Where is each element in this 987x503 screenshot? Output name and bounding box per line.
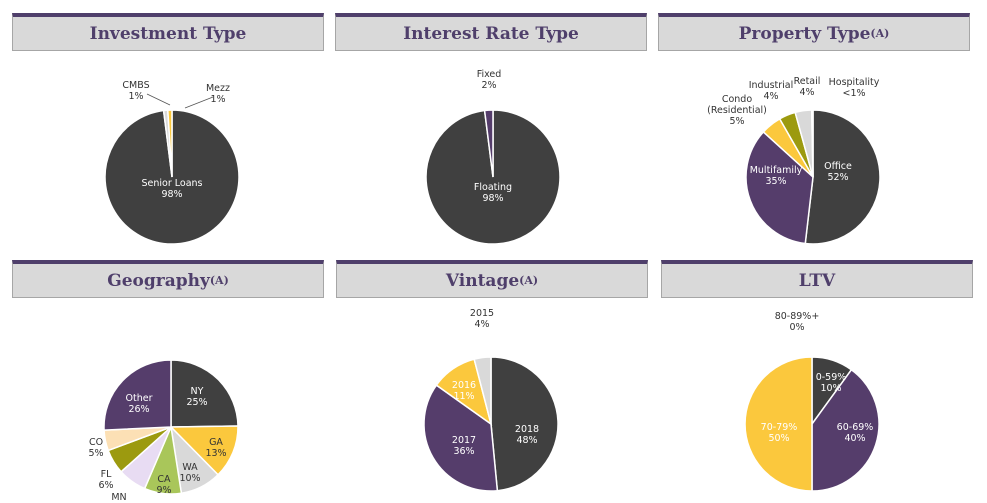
panel-title: Geography xyxy=(107,270,210,291)
pie-slice-multifamily xyxy=(745,130,814,245)
panel-title-sup: (A) xyxy=(870,27,890,40)
slice-label: CMBS 1% xyxy=(122,80,149,102)
slice-label: Multifamily 35% xyxy=(750,165,803,187)
pie-chart-property-type: Office 52% Multifamily 35% Condo (Residential… xyxy=(707,76,881,245)
pie-chart-interest-rate-type: Floating 98% Fixed 2% xyxy=(425,69,561,245)
panel-title: LTV xyxy=(798,270,836,291)
panel-title: Interest Rate Type xyxy=(403,23,579,44)
pie-slice-ny xyxy=(170,359,239,428)
slice-label: 80-89%+ 0% xyxy=(775,311,820,333)
pie-slices xyxy=(103,359,239,495)
slice-label: Condo (Residential) 5% xyxy=(707,94,767,127)
panel-title: Investment Type xyxy=(89,23,247,44)
leader-line xyxy=(146,93,171,106)
slice-label: 2018 48% xyxy=(515,424,539,446)
slice-label: GA 13% xyxy=(205,437,226,459)
slice-label: 70-79% 50% xyxy=(761,422,798,444)
pie-slices xyxy=(104,109,240,245)
slice-label: Fixed 2% xyxy=(477,69,502,91)
pie-slice-2015 xyxy=(473,356,492,425)
slice-label: Industrial 4% xyxy=(749,80,794,102)
leader-line xyxy=(184,96,214,109)
panel-header: Investment Type xyxy=(12,13,324,51)
slice-label: CO 5% xyxy=(88,437,103,459)
panel-interest-rate-type: Interest Rate Type Floating 98% Fixed 2% xyxy=(335,13,649,256)
slice-label: Hospitality <1% xyxy=(829,77,880,99)
panel-title-sup: (A) xyxy=(209,274,229,287)
pie-chart-investment-type: Senior Loans 98% CMBS 1% Mezz 1% xyxy=(104,80,240,245)
pie-slice-office xyxy=(804,109,881,245)
slice-label: NY 25% xyxy=(186,386,207,408)
slice-label: 2016 11% xyxy=(452,380,476,402)
slice-label: Office 52% xyxy=(824,161,852,183)
pie-slices xyxy=(745,109,881,245)
pie-slice-fixed xyxy=(483,109,494,178)
panel-header: Interest Rate Type xyxy=(335,13,647,51)
panel-investment-type: Investment Type Senior Loans 98% CMBS 1% Mez… xyxy=(12,13,326,256)
slice-label: CA 9% xyxy=(156,474,171,496)
panel-header: Geography (A) xyxy=(12,260,324,298)
panel-header: Vintage (A) xyxy=(336,260,648,298)
pie-chart-vintage: 2018 48% 2017 36% 2016 11% 2015 4% xyxy=(423,308,559,492)
pie-slices xyxy=(423,356,559,492)
panel-header: Property Type (A) xyxy=(658,13,970,51)
pie-slice-mezz xyxy=(166,109,173,178)
slice-label: 0-59% 10% xyxy=(816,372,847,394)
panel-title: Vintage xyxy=(445,270,520,291)
pie-slice-hospitality xyxy=(810,109,814,178)
slice-label: 2015 4% xyxy=(470,308,494,330)
slice-label: Senior Loans 98% xyxy=(141,178,202,200)
panel-ltv: LTV 0-59% 10% 60-69% 40% 70-79% 50% 80-89%+ 0% xyxy=(661,260,975,503)
slice-label: Retail 4% xyxy=(794,76,821,98)
slice-label: FL 6% xyxy=(98,469,113,491)
pie-slice-other xyxy=(103,359,172,431)
pie-slice-70-79 xyxy=(744,356,813,492)
pie-slices xyxy=(744,356,880,492)
slice-label: 60-69% 40% xyxy=(837,422,874,444)
slice-label: Mezz 1% xyxy=(206,83,230,105)
pie-slices xyxy=(425,109,561,245)
panel-title-sup: (A) xyxy=(519,274,539,287)
pie-chart-ltv: 0-59% 10% 60-69% 40% 70-79% 50% 80-89%+ 0% xyxy=(744,311,880,492)
pie-slice-2018 xyxy=(490,356,559,492)
slice-label: Other 26% xyxy=(126,393,153,415)
panel-vintage: Vintage (A) 2018 48% 2017 36% 2016 11% 2015 4% xyxy=(336,260,650,503)
panel-property-type: Property Type (A) Office 52% Multifamily 35%… xyxy=(658,13,972,256)
panel-title: Property Type xyxy=(738,23,871,44)
slice-label: MN7% xyxy=(111,492,126,503)
panel-header: LTV xyxy=(661,260,973,298)
slice-label: 2017 36% xyxy=(452,435,476,457)
slice-label: Floating 98% xyxy=(474,182,512,204)
slice-label: WA 10% xyxy=(179,462,200,484)
